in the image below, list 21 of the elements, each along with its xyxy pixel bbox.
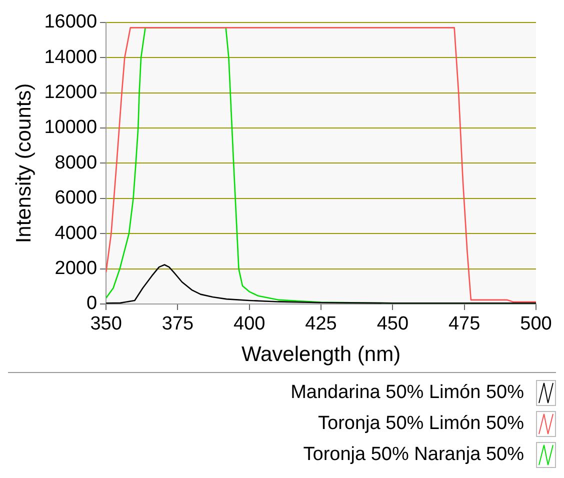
y-tick-label: 14000 xyxy=(44,46,98,68)
x-tick-label: 425 xyxy=(305,314,337,335)
y-tick-label: 2000 xyxy=(54,258,98,280)
y-tick-label: 6000 xyxy=(54,188,98,209)
y-tick-label: 12000 xyxy=(44,82,98,104)
y-tick-label: 8000 xyxy=(54,152,98,174)
x-tick-label: 375 xyxy=(162,314,194,335)
x-axis-title: Wavelength (nm) xyxy=(241,343,401,366)
y-tick-label: 16000 xyxy=(44,12,98,33)
x-tick-label: 400 xyxy=(234,314,266,335)
legend-label: Mandarina 50% Limón 50% xyxy=(290,382,524,404)
y-tick-label: 0 xyxy=(86,293,98,314)
x-tick-label: 500 xyxy=(520,314,552,335)
y-axis-title: Intensity (counts) xyxy=(12,83,36,244)
legend-label: Toronja 50% Limón 50% xyxy=(318,412,524,434)
legend-label: Toronja 50% Naranja 50% xyxy=(303,444,524,466)
y-tick-label: 10000 xyxy=(44,117,98,138)
x-tick-label: 475 xyxy=(448,314,480,335)
x-tick-label: 350 xyxy=(90,314,122,335)
y-tick-label: 4000 xyxy=(54,222,98,244)
x-tick-label: 450 xyxy=(376,314,409,335)
